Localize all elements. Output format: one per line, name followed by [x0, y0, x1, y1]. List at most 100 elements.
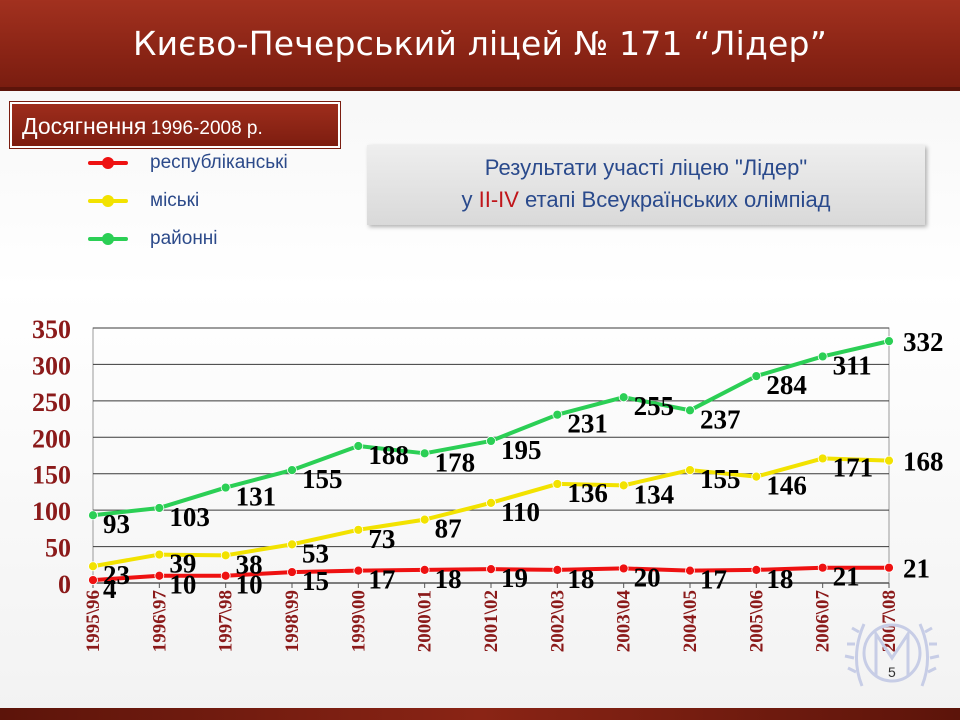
data-point-2: [552, 409, 563, 420]
data-label-0: 10: [236, 570, 263, 600]
data-point-2: [685, 405, 695, 416]
data-point-0: [88, 575, 98, 585]
data-label-2: 231: [567, 409, 608, 439]
x-tick-label: 2005\06: [746, 590, 767, 652]
results-line-2: у ІІ-IV етапі Всеукраїнських олімпіад: [367, 184, 925, 216]
data-label-0: 10: [169, 570, 196, 600]
data-point-1: [88, 561, 98, 572]
data-label-2: 255: [634, 391, 675, 421]
y-tick-label: 350: [32, 315, 71, 344]
data-point-1: [884, 455, 894, 466]
data-label-0: 19: [501, 563, 528, 593]
x-tick-label: 2002\03: [547, 590, 568, 652]
data-label-0: 17: [368, 565, 395, 595]
page-number: 5: [888, 664, 896, 680]
data-label-0: 21: [833, 562, 860, 592]
data-label-2: 195: [501, 435, 542, 465]
data-label-1: 134: [634, 479, 675, 509]
x-tick-label: 1999\00: [348, 590, 369, 652]
legend-label-republican: республіканські: [150, 152, 288, 173]
y-tick-label: 50: [45, 534, 71, 563]
data-label-0: 17: [700, 565, 727, 595]
data-label-1: 155: [700, 464, 741, 494]
data-point-2: [419, 448, 430, 459]
data-label-1: 168: [903, 447, 944, 477]
data-label-0: 18: [567, 564, 594, 594]
data-point-2: [817, 351, 828, 362]
results-box: Результати участі ліцею "Лідер" у ІІ-IV …: [367, 145, 925, 225]
data-label-1: 73: [368, 524, 395, 554]
data-point-0: [287, 567, 297, 577]
data-point-0: [353, 565, 364, 576]
data-label-2: 311: [833, 350, 872, 380]
data-point-1: [287, 539, 297, 550]
x-tick-label: 2004\05: [680, 590, 701, 652]
data-label-2: 332: [903, 327, 944, 357]
data-label-1: 23: [103, 560, 130, 590]
y-tick-label: 200: [32, 424, 71, 453]
data-point-0: [685, 565, 695, 576]
title-bar: Києво-Печерський ліцей № 171 “Лідер”: [0, 0, 960, 91]
data-point-2: [618, 392, 629, 403]
data-point-2: [88, 510, 98, 521]
data-point-1: [353, 524, 364, 535]
legend-label-city: міські: [150, 190, 200, 211]
x-tick-label: 2001\02: [481, 590, 502, 652]
data-label-1: 136: [567, 478, 608, 508]
x-tick-label: 1997\98: [216, 590, 237, 652]
data-label-1: 110: [501, 497, 540, 527]
x-tick-label: 1995\96: [83, 590, 104, 652]
data-point-2: [220, 482, 231, 493]
y-tick-label: 0: [58, 570, 71, 599]
data-point-0: [618, 563, 629, 574]
data-label-2: 237: [700, 404, 741, 434]
achievements-label: Досягнення: [22, 113, 147, 139]
data-label-0: 4: [103, 574, 117, 604]
data-point-0: [154, 570, 165, 581]
data-point-1: [419, 514, 430, 525]
data-point-1: [685, 465, 695, 475]
achievements-years: 1996-2008 р.: [150, 118, 263, 139]
data-point-1: [552, 479, 563, 489]
data-label-1: 39: [169, 549, 196, 579]
results-line-2-post: етапі Всеукраїнських олімпіад: [518, 187, 831, 212]
data-point-2: [353, 441, 364, 451]
legend-marker-republican: [102, 157, 114, 169]
x-tick-label: 2003\04: [614, 590, 635, 653]
data-label-2: 103: [169, 502, 210, 532]
data-label-2: 93: [103, 509, 130, 539]
data-point-2: [751, 371, 762, 381]
data-point-1: [220, 550, 231, 561]
results-stage-highlight: ІІ-IV: [478, 187, 519, 212]
lyceum-emblem-icon: [844, 623, 940, 687]
data-label-2: 155: [302, 464, 343, 494]
data-point-1: [817, 453, 828, 464]
legend-label-district: районні: [150, 228, 218, 249]
results-line-2-pre: у: [461, 187, 479, 212]
data-point-1: [751, 471, 762, 482]
data-label-0: 18: [766, 564, 793, 594]
data-point-2: [287, 465, 297, 475]
x-tick-label: 2007\08: [879, 590, 900, 652]
data-point-0: [552, 564, 563, 575]
x-tick-label: 2000\01: [415, 590, 436, 652]
data-label-0: 20: [634, 562, 661, 592]
y-tick-label: 250: [32, 388, 71, 417]
data-point-0: [486, 564, 496, 575]
y-tick-label: 300: [32, 351, 71, 380]
data-point-1: [618, 480, 629, 491]
data-label-0: 15: [302, 566, 329, 596]
data-label-2: 188: [368, 440, 409, 470]
data-label-1: 171: [833, 452, 874, 482]
data-label-1: 87: [435, 514, 462, 544]
data-point-0: [751, 564, 762, 575]
data-point-0: [817, 562, 828, 573]
data-label-0: 18: [435, 564, 462, 594]
x-tick-label: 1998\99: [282, 590, 303, 652]
legend-marker-district: [102, 233, 114, 245]
data-label-2: 178: [435, 447, 476, 477]
data-label-0: 21: [903, 554, 930, 584]
data-label-1: 53: [302, 538, 329, 568]
y-tick-label: 100: [32, 497, 71, 526]
